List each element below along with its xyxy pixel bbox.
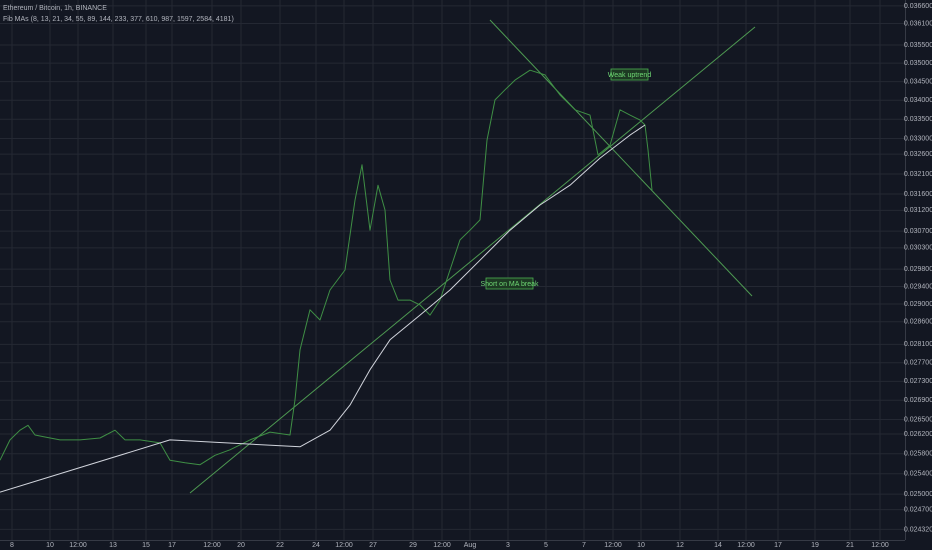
- x-tick-label: 12:00: [335, 542, 353, 549]
- y-tick-label: 0.032100: [904, 171, 932, 178]
- y-tick-label: 0.031200: [904, 207, 932, 214]
- series-line: [0, 124, 646, 493]
- y-tick-label: 0.025800: [904, 451, 932, 458]
- trendline-up: [189, 26, 756, 494]
- y-tick-label: 0.035000: [904, 60, 932, 67]
- x-tick-label: 8: [10, 542, 14, 549]
- x-tick-label: 10: [637, 542, 645, 549]
- y-tick-label: 0.030300: [904, 245, 932, 252]
- series-line: [0, 69, 653, 466]
- x-tick-label: 12:00: [203, 542, 221, 549]
- y-tick-label: 0.028600: [904, 319, 932, 326]
- y-tick-label: 0.029400: [904, 283, 932, 290]
- x-tick-label: 12:00: [433, 542, 451, 549]
- x-tick-label: 17: [168, 542, 176, 549]
- y-tick-label: 0.027300: [904, 378, 932, 385]
- x-tick-label: 22: [276, 542, 284, 549]
- annotation: Short on MA break: [481, 281, 539, 288]
- y-tick-label: 0.035500: [904, 42, 932, 49]
- y-tick-label: 0.032600: [904, 151, 932, 158]
- y-tick-label: 0.031600: [904, 191, 932, 198]
- x-tick-label: 14: [714, 542, 722, 549]
- annotation: Weak uptrend: [608, 72, 652, 79]
- x-tick-label: 21: [846, 542, 854, 549]
- y-tick-label: 0.025400: [904, 471, 932, 478]
- y-tick-label: 0.036600: [904, 3, 932, 10]
- y-tick-label: 0.026500: [904, 416, 932, 423]
- x-tick-label: 19: [811, 542, 819, 549]
- x-tick-label: 3: [506, 542, 510, 549]
- y-tick-label: 0.027700: [904, 360, 932, 367]
- x-tick-label: 12:00: [737, 542, 755, 549]
- x-tick-label: 13: [109, 542, 117, 549]
- y-tick-label: 0.024320: [904, 526, 932, 533]
- y-tick-label: 0.036100: [904, 20, 932, 27]
- y-tick-label: 0.028100: [904, 341, 932, 348]
- x-tick-label: 12:00: [69, 542, 87, 549]
- y-tick-label: 0.034500: [904, 78, 932, 85]
- x-tick-label: 29: [409, 542, 417, 549]
- y-tick-label: 0.026900: [904, 397, 932, 404]
- chart-subtitle: Fib MAs (8, 13, 21, 34, 55, 89, 144, 233…: [3, 16, 234, 23]
- x-tick-label: Aug: [464, 542, 477, 549]
- y-tick-label: 0.033500: [904, 116, 932, 123]
- series: [0, 69, 653, 493]
- x-tick-label: 20: [237, 542, 245, 549]
- x-tick-label: 7: [582, 542, 586, 549]
- y-tick-label: 0.029800: [904, 266, 932, 273]
- x-tick-label: 15: [142, 542, 150, 549]
- x-tick-label: 10: [46, 542, 54, 549]
- y-tick-label: 0.026200: [904, 431, 932, 438]
- y-tick-label: 0.034000: [904, 97, 932, 104]
- trendline-down: [489, 19, 753, 297]
- annotation-box: [485, 277, 534, 290]
- y-tick-label: 0.024700: [904, 506, 932, 513]
- annotation-box: [610, 68, 649, 81]
- x-tick-label: 12:00: [604, 542, 622, 549]
- y-tick-label: 0.029000: [904, 301, 932, 308]
- x-tick-label: 27: [369, 542, 377, 549]
- x-tick-label: 12: [676, 542, 684, 549]
- y-tick-label: 0.025000: [904, 491, 932, 498]
- x-tick-label: 5: [544, 542, 548, 549]
- y-tick-label: 0.033000: [904, 135, 932, 142]
- chart-title: Ethereum / Bitcoin, 1h, BINANCE: [3, 5, 107, 12]
- x-tick-label: 12:00: [871, 542, 889, 549]
- y-tick-label: 0.030700: [904, 228, 932, 235]
- grid: [0, 0, 905, 540]
- x-tick-label: 24: [312, 542, 320, 549]
- x-tick-label: 17: [774, 542, 782, 549]
